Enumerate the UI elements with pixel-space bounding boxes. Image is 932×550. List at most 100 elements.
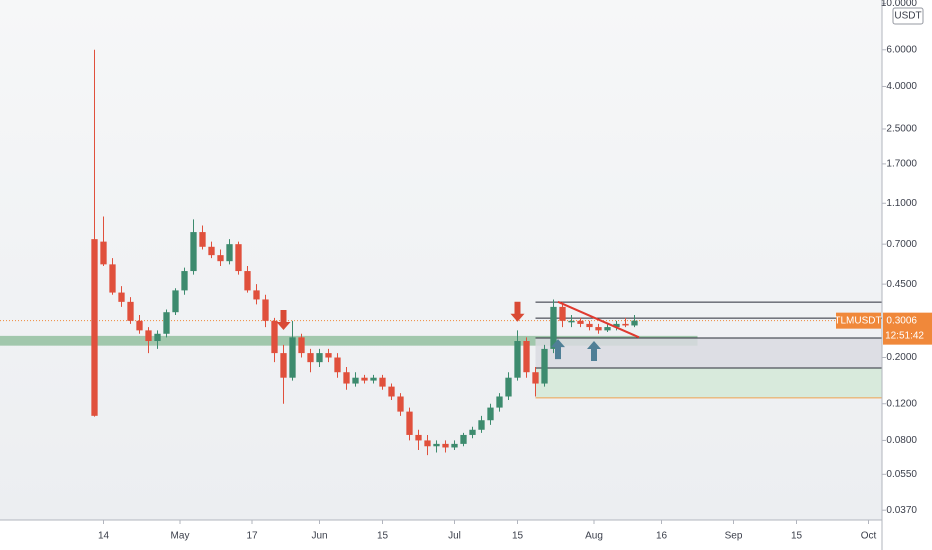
plot-background	[0, 0, 882, 520]
x-tick-label: 15	[377, 531, 389, 542]
y-tick-label: 6.0000	[886, 44, 917, 55]
candle-body	[280, 353, 287, 378]
candle-body	[586, 323, 593, 328]
y-tick-label: 1.7000	[886, 159, 917, 170]
last-price-label: 0.3006	[886, 315, 917, 326]
trendline	[557, 300, 640, 339]
time-axis	[0, 520, 882, 550]
x-tick-label: 16	[656, 531, 668, 542]
y-tick-label: 0.1200	[886, 398, 917, 409]
candle-body	[613, 323, 620, 328]
candle-body	[406, 411, 413, 435]
candle-body	[127, 301, 134, 321]
candle-body	[622, 323, 629, 326]
zone	[535, 338, 882, 369]
candle-body	[100, 241, 107, 265]
arrow	[276, 310, 291, 331]
candle-body	[568, 320, 575, 323]
candle-body	[532, 372, 539, 384]
price-axis	[882, 0, 932, 550]
candle-body	[298, 337, 305, 354]
candle-body	[451, 443, 458, 448]
candle-body	[163, 312, 170, 334]
candle-body	[109, 264, 116, 293]
candle-body	[226, 244, 233, 262]
x-tick-label: 14	[98, 531, 110, 542]
x-tick-label: 15	[512, 531, 524, 542]
y-tick-label: 10.0000	[881, 0, 918, 9]
candle-body	[631, 320, 638, 326]
x-tick-label: Aug	[585, 531, 603, 542]
candle-body	[604, 327, 611, 331]
candle-body	[235, 244, 242, 272]
currency: USDT	[894, 11, 921, 22]
candle-body	[289, 337, 296, 378]
candle-body	[91, 239, 98, 416]
y-tick-label: 0.4500	[886, 279, 917, 290]
candle-body	[307, 353, 314, 363]
candle-body	[487, 407, 494, 421]
candle-body	[181, 271, 188, 291]
y-tick-label: 1.1000	[886, 198, 917, 209]
candle-body	[370, 377, 377, 381]
candle-body	[253, 290, 260, 300]
candle-body	[316, 353, 323, 363]
candle-body	[460, 434, 467, 444]
candle-body	[379, 377, 386, 387]
candle-body	[361, 377, 368, 381]
x-tick-label: Sep	[725, 531, 743, 542]
candle-body	[199, 232, 206, 247]
candle-body	[595, 327, 602, 331]
symbol-label: TLMUSDT	[834, 315, 881, 326]
candle-body	[244, 271, 251, 291]
candle-body	[334, 357, 341, 373]
x-tick-label: Jul	[448, 531, 461, 542]
candle-body	[541, 348, 548, 384]
candle-body	[208, 246, 215, 256]
x-tick-label: 15	[791, 531, 803, 542]
y-tick-label: 0.0550	[886, 469, 917, 480]
candle-body	[577, 320, 584, 324]
x-tick-label: May	[171, 531, 190, 542]
candle-body	[388, 386, 395, 397]
arrow	[510, 301, 525, 322]
candle-body	[442, 443, 449, 448]
y-tick-label: 0.7000	[886, 239, 917, 250]
plot-area	[0, 49, 882, 456]
y-tick-label: 4.0000	[886, 81, 917, 92]
y-tick-label: 0.0370	[886, 505, 917, 516]
currency-box	[892, 7, 924, 25]
symbol-box	[836, 312, 881, 329]
candle-body	[217, 255, 224, 262]
candle-body	[478, 420, 485, 430]
candle-body	[505, 377, 512, 397]
x-tick-label: 17	[246, 531, 258, 542]
candle-body	[352, 377, 359, 384]
candle-body	[172, 290, 179, 313]
y-tick-label: 2.5000	[886, 124, 917, 135]
countdown: 12:51:42	[885, 330, 924, 341]
candle-body	[136, 320, 143, 331]
zone	[0, 335, 698, 346]
candle-body	[262, 299, 269, 321]
candle-body	[271, 320, 278, 354]
candle-body	[523, 341, 530, 373]
arrow	[551, 339, 565, 360]
candle-body	[145, 330, 152, 342]
axis-labels: 10.0000 6.0000 4.0000 2.5000 1.7000 1.1000 0.7…	[98, 0, 932, 542]
arrow	[587, 341, 601, 362]
candle-body	[469, 429, 476, 435]
candle-body	[424, 440, 431, 447]
candle-body	[118, 292, 125, 302]
x-tick-label: Oct	[861, 531, 877, 542]
candle-body	[433, 443, 440, 447]
candle-body	[325, 353, 332, 358]
x-tick-label: Jun	[311, 531, 327, 542]
candle-body	[559, 306, 566, 321]
candle-body	[154, 333, 161, 342]
candle-body	[190, 232, 197, 272]
candle-body	[514, 341, 521, 378]
candle-body	[496, 396, 503, 408]
candle-body	[397, 396, 404, 412]
